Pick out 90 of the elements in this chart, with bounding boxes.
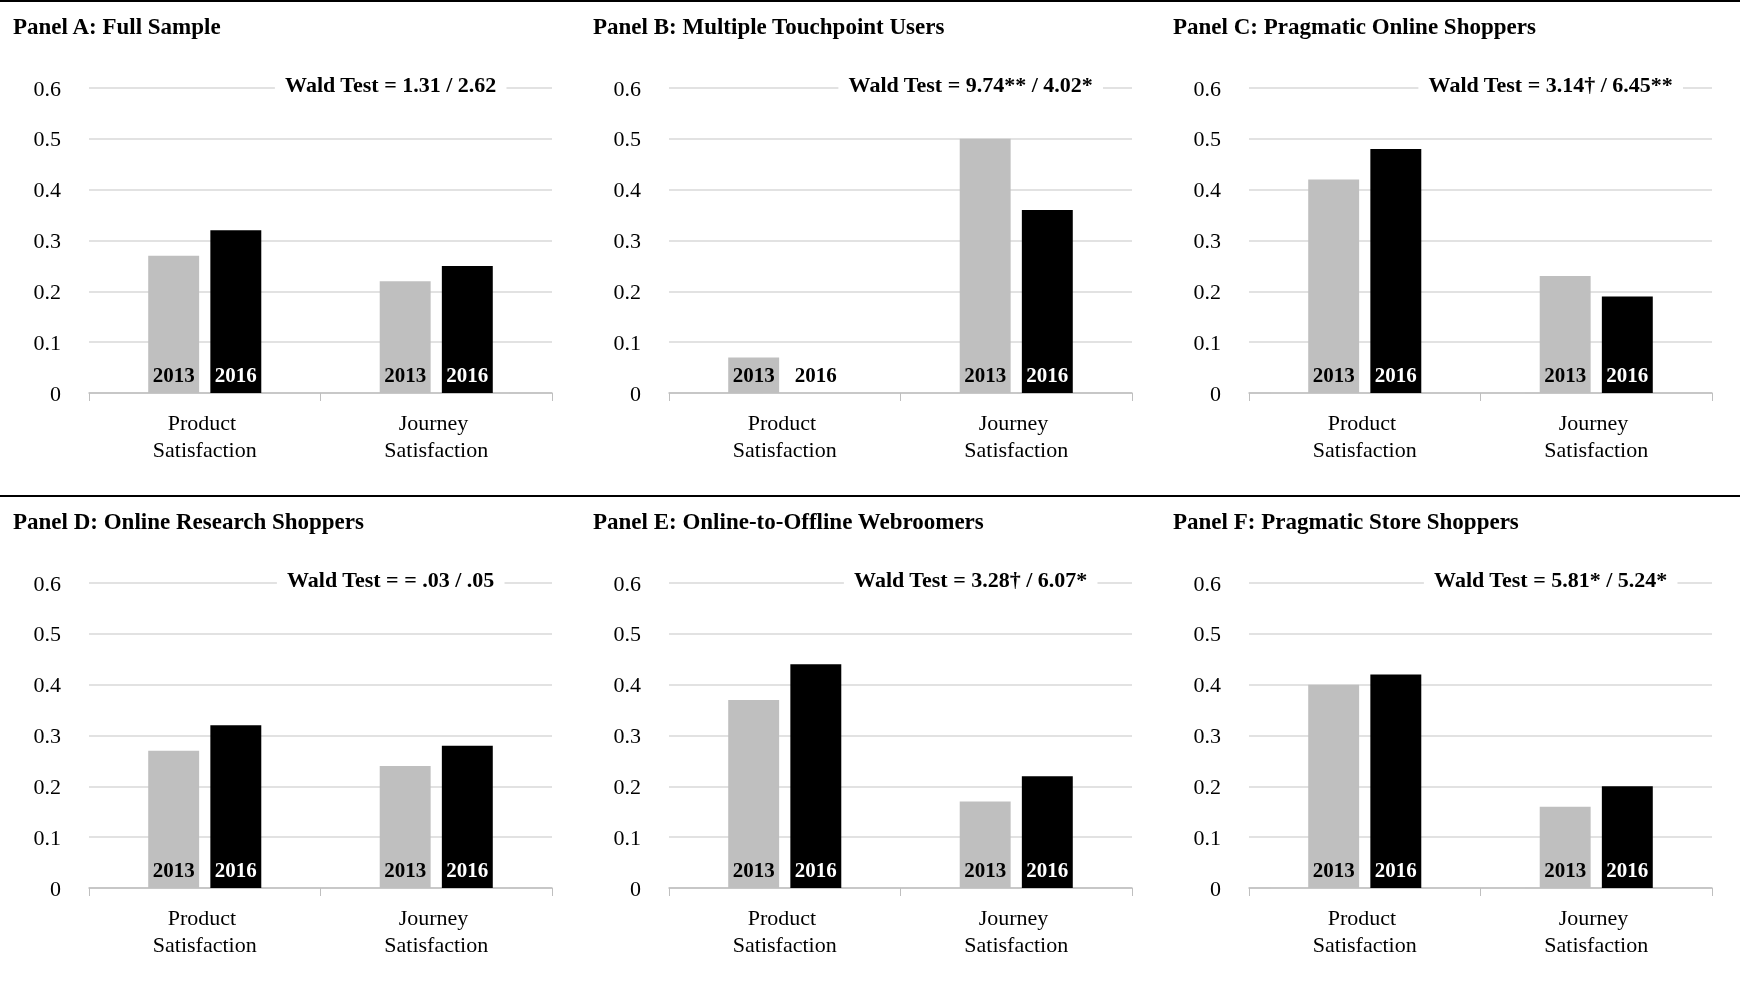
y-tick-label: 0.6 [1193, 570, 1221, 596]
x-tick-label: Journey Satisfaction [964, 905, 1069, 957]
x-tick-label: Product Satisfaction [152, 410, 257, 462]
series-label: 2016 [214, 857, 257, 882]
y-tick-label: 0.3 [33, 228, 61, 253]
y-tick-label: 0.2 [33, 773, 61, 799]
annotation: Wald Test = 3.28† / 6.07* [854, 566, 1088, 592]
text: 2013 [964, 857, 1007, 882]
y-tick-label: 0.1 [613, 824, 641, 850]
series-label: 2016 [214, 362, 257, 387]
series-label: 2016 [1026, 362, 1069, 387]
y-tick-label: 0.6 [613, 75, 641, 101]
text: 2016 [1606, 857, 1649, 882]
chart-title: Panel E: Online-to-Offline Webroomers [593, 509, 984, 534]
x-tick-label: Journey Satisfaction [1544, 905, 1649, 957]
chart-title: Panel C: Pragmatic Online Shoppers [1173, 14, 1536, 39]
y-tick-label: 0.1 [33, 329, 61, 355]
y-tick-label: 0.4 [613, 177, 641, 203]
y-tick-label: 0.6 [33, 570, 61, 596]
text: 2013 [1544, 857, 1587, 882]
text: 2013 [152, 857, 195, 882]
y-tick-label: 0.4 [33, 672, 61, 698]
chart-title: Panel D: Online Research Shoppers [13, 509, 365, 534]
series-label: 2013 [384, 362, 427, 387]
y-tick-label: 0.3 [613, 228, 641, 253]
x-tick-label: Product Satisfaction [152, 905, 257, 957]
y-tick-label: 0.5 [33, 621, 61, 647]
y-tick-label: 0.5 [1193, 621, 1221, 647]
y-tick-label: 0 [50, 380, 61, 406]
y-tick-label: 0.6 [613, 570, 641, 596]
chart-title: Panel F: Pragmatic Store Shoppers [1173, 509, 1519, 534]
y-tick-label: 0.3 [613, 723, 641, 748]
text: 2013 [152, 362, 195, 387]
y-tick-label: 0.1 [613, 329, 641, 355]
text: 2013 [964, 362, 1007, 387]
y-tick-label: 0.4 [1193, 177, 1221, 203]
x-tick-label: Journey Satisfaction [384, 905, 489, 957]
series-label: 2016 [794, 857, 837, 882]
x-tick-label: Product Satisfaction [1312, 905, 1417, 957]
series-label: 2013 [1312, 362, 1355, 387]
text: 2016 [1606, 362, 1649, 387]
y-tick-label: 0.1 [1193, 329, 1221, 355]
y-tick-label: 0.5 [1193, 126, 1221, 152]
y-tick-label: 0.2 [613, 278, 641, 304]
x-tick-label: Journey Satisfaction [964, 410, 1069, 462]
text: 2013 [1544, 362, 1587, 387]
y-tick-label: 0.5 [613, 126, 641, 152]
series-label: 2013 [1312, 857, 1355, 882]
x-tick-label: Journey Satisfaction [384, 410, 489, 462]
series-label: 2016 [1374, 857, 1417, 882]
y-tick-label: 0.6 [33, 75, 61, 101]
annotation: Wald Test = = .03 / .05 [287, 566, 495, 592]
annotation: Wald Test = 5.81* / 5.24* [1434, 566, 1668, 592]
y-tick-label: 0.3 [33, 723, 61, 748]
y-tick-label: 0.2 [1193, 773, 1221, 799]
annotation: Wald Test = 1.31 / 2.62 [285, 71, 497, 97]
y-tick-label: 0.6 [1193, 75, 1221, 101]
x-tick-label: Product Satisfaction [732, 905, 837, 957]
text: 2016 [446, 857, 489, 882]
y-tick-label: 0.2 [1193, 278, 1221, 304]
annotation: Wald Test = 3.14† / 6.45** [1428, 71, 1673, 97]
x-tick-label: Journey Satisfaction [1544, 410, 1649, 462]
y-tick-label: 0.5 [33, 126, 61, 152]
chart-title: Panel B: Multiple Touchpoint Users [593, 14, 945, 39]
text: 2016 [1026, 857, 1069, 882]
y-tick-label: 0.3 [1193, 723, 1221, 748]
x-tick-label: Product Satisfaction [732, 410, 837, 462]
series-label: 2016 [1374, 362, 1417, 387]
y-tick-label: 0.2 [613, 773, 641, 799]
y-tick-label: 0.1 [1193, 824, 1221, 850]
y-tick-label: 0 [630, 875, 641, 901]
text: 2016 [794, 362, 837, 387]
y-tick-label: 0 [630, 380, 641, 406]
text: 2016 [446, 362, 489, 387]
annotation: Wald Test = 9.74** / 4.02* [848, 71, 1093, 97]
y-tick-label: 0.3 [1193, 228, 1221, 253]
chart-title: Panel A: Full Sample [13, 14, 221, 39]
x-tick-label: Product Satisfaction [1312, 410, 1417, 462]
series-label: 2013 [384, 857, 427, 882]
y-tick-label: 0.4 [613, 672, 641, 698]
y-tick-label: 0 [1210, 875, 1221, 901]
y-tick-label: 0 [1210, 380, 1221, 406]
y-tick-label: 0 [50, 875, 61, 901]
y-tick-label: 0.4 [1193, 672, 1221, 698]
y-tick-label: 0.5 [613, 621, 641, 647]
series-label: 2013 [732, 857, 775, 882]
y-tick-label: 0.4 [33, 177, 61, 203]
series-label: 2013 [732, 362, 775, 387]
y-tick-label: 0.1 [33, 824, 61, 850]
y-tick-label: 0.2 [33, 278, 61, 304]
